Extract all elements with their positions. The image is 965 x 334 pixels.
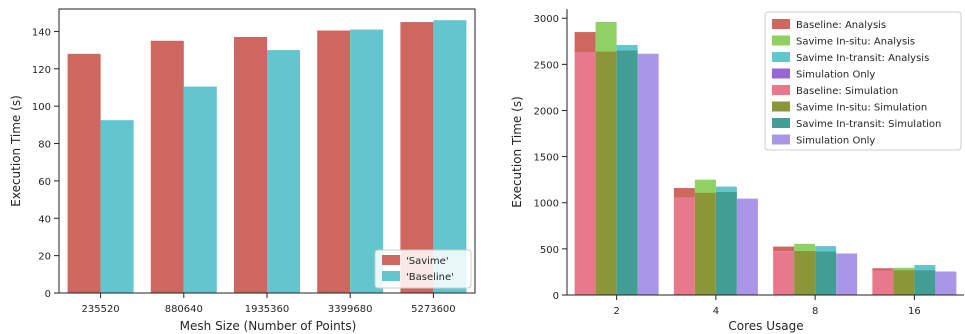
bar-simulation [893,270,915,295]
legend-label-baseline: 'Baseline' [406,272,454,283]
legend-label: Savime In-transit: Analysis [796,53,929,64]
chart-left-ylabel: Execution Time (s) [9,95,23,207]
bar-analysis [794,243,816,251]
y-tick-label: 1000 [534,199,559,210]
y-tick-label: 0 [553,291,559,302]
legend-swatch-savime [382,255,400,265]
bar-simulation [595,51,617,296]
y-tick-label: 80 [38,140,51,151]
bar-analysis [872,268,894,271]
chart-right: 0 500 1000 1500 2000 2500 3000 2 4 8 16 Cores Usa… [510,9,964,333]
legend-label: Savime In-situ: Analysis [796,37,915,48]
chart-right-bars [574,21,957,296]
bar-analysis [715,186,737,192]
bar-analysis [893,267,915,271]
bar-simulation [914,270,936,295]
bar-simulation [637,53,659,295]
x-tick-label: 3399680 [328,304,373,315]
x-tick-label: 16 [908,306,921,317]
legend-swatch [772,85,790,95]
bar-baseline [100,120,134,293]
chart-right-xlabel: Cores Usage [728,319,803,333]
x-tick-label: 880640 [165,304,203,315]
bar-simulation [673,197,695,295]
legend-swatch [772,68,790,79]
y-tick-label: 1500 [534,153,559,164]
chart-right-y-ticks: 0 500 1000 1500 2000 2500 3000 [534,14,567,302]
y-tick-label: 140 [32,27,51,38]
bar-simulation [836,253,858,295]
legend-swatch [772,35,790,46]
legend-label: Baseline: Simulation [796,86,898,97]
bar-simulation [794,250,816,295]
legend-swatch [772,101,790,112]
bar-savime [400,22,434,293]
bar-baseline [267,50,300,294]
bar-analysis [673,187,695,198]
legend-label: Simulation Only [796,70,875,81]
y-tick-label: 0 [45,289,51,300]
chart-left-x-ticks: 235520 880640 1935360 3399680 5273600 [82,293,456,315]
chart-right-ylabel: Execution Time (s) [510,96,524,208]
bar-analysis [914,265,936,271]
bar-simulation [736,198,758,295]
y-tick-label: 60 [38,177,51,188]
bar-analysis [815,246,837,252]
chart-left-bars [67,20,467,294]
y-tick-label: 40 [38,214,51,225]
x-tick-label: 5273600 [411,304,456,315]
legend-label: Savime In-situ: Simulation [796,103,927,114]
bar-baseline [183,86,217,293]
bar-simulation [872,270,894,295]
chart-left-xlabel: Mesh Size (Number of Points) [180,319,357,333]
legend-swatch-baseline [382,271,400,281]
chart-right-x-ticks: 2 4 8 16 [613,295,921,317]
legend-label: Savime In-transit: Simulation [796,119,941,130]
x-tick-label: 4 [713,306,719,317]
bar-simulation [694,192,716,295]
x-tick-label: 235520 [82,304,120,315]
chart-left-y-ticks: 0 20 40 60 80 100 120 140 [32,27,59,300]
legend-label-savime: 'Savime' [406,256,449,267]
legend-swatch [772,134,790,145]
bar-analysis [574,32,596,53]
bar-baseline [350,29,384,293]
bar-simulation [935,271,957,295]
legend-swatch [772,52,790,62]
y-tick-label: 3000 [534,14,559,25]
bar-simulation [773,251,795,295]
y-tick-label: 500 [540,245,559,256]
x-tick-label: 2 [613,306,619,317]
y-tick-label: 120 [32,65,51,76]
legend-label: Simulation Only [796,136,875,147]
y-tick-label: 2500 [534,60,559,71]
bar-simulation [574,52,596,295]
legend-swatch [772,19,790,29]
bar-savime [150,40,184,294]
chart-right-legend: Baseline: Analysis Savime In-situ: Analys… [764,11,962,151]
y-tick-label: 2000 [534,106,559,117]
legend-swatch [772,118,790,128]
legend-box [764,11,962,151]
chart-left-legend: 'Savime' 'Baseline' [374,249,472,289]
bar-savime [67,53,101,294]
bar-analysis [595,21,617,52]
bar-savime [317,30,351,293]
bar-analysis [773,246,795,252]
bar-analysis [694,179,716,193]
bar-baseline [433,20,467,294]
y-tick-label: 100 [32,102,51,113]
chart-left: 0 20 40 60 80 100 120 140 235520 880640 1935360 33… [9,8,476,333]
bar-savime [234,37,267,293]
x-tick-label: 8 [812,306,818,317]
legend-label: Baseline: Analysis [796,20,886,31]
x-tick-label: 1935360 [245,304,290,315]
bar-simulation [616,50,638,295]
bar-simulation [715,191,737,295]
y-tick-label: 20 [38,252,51,263]
bar-simulation [815,251,837,295]
bar-analysis [616,44,638,51]
